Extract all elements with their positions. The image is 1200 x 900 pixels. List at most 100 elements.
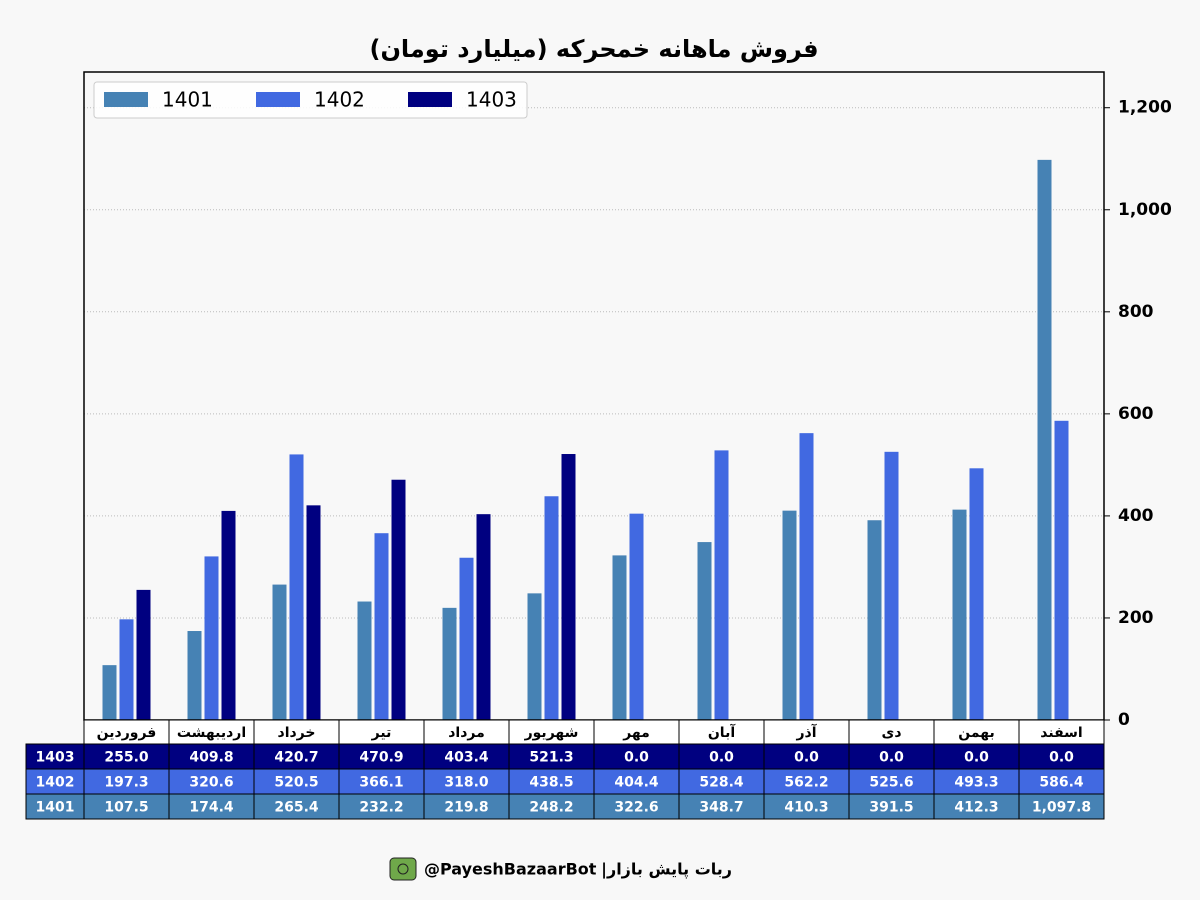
- table-value: 438.5: [529, 775, 573, 791]
- y-tick-label: 1,000: [1118, 200, 1172, 220]
- table-cell: [338, 768, 425, 795]
- bar: [612, 555, 627, 720]
- table-header-cell: [763, 719, 850, 745]
- table-row-header: [25, 793, 85, 820]
- table-cell: [1018, 743, 1105, 770]
- bar: [136, 589, 151, 720]
- table-value: 248.2: [529, 800, 573, 816]
- table-value: 320.6: [189, 775, 233, 791]
- table-value: 265.4: [274, 800, 319, 816]
- table-cell: [763, 743, 850, 770]
- table-header-cell: [83, 719, 170, 745]
- table-month-label: دی: [881, 725, 901, 741]
- bar: [187, 631, 202, 720]
- chart-title: فروش ماهانه خمحرکه (میلیارد تومان): [369, 35, 818, 63]
- table-value: 586.4: [1039, 775, 1084, 791]
- table-value: 404.4: [614, 775, 659, 791]
- table-value: 0.0: [709, 750, 734, 766]
- table-cell: [423, 793, 510, 820]
- table-month-label: اردیبهشت: [177, 725, 246, 741]
- legend-swatch: [256, 92, 300, 107]
- table-cell: [933, 793, 1020, 820]
- table-month-label: مرداد: [448, 725, 485, 741]
- table-value: 107.5: [104, 800, 148, 816]
- table-month-label: تیر: [371, 725, 392, 741]
- bar: [799, 433, 814, 720]
- table-value: 520.5: [274, 775, 318, 791]
- table-value: 1,097.8: [1032, 800, 1091, 816]
- y-tick-label: 0: [1118, 710, 1130, 730]
- bar: [459, 557, 474, 720]
- bar: [391, 479, 406, 720]
- legend-label: 1402: [314, 88, 365, 112]
- table-value: 409.8: [189, 750, 233, 766]
- y-tick-label: 200: [1118, 608, 1154, 628]
- legend-swatch: [104, 92, 148, 107]
- bar: [1054, 420, 1069, 720]
- table-cell: [1018, 768, 1105, 795]
- table-value: 0.0: [1049, 750, 1074, 766]
- table-row-label: 1403: [36, 750, 75, 766]
- table-value: 232.2: [359, 800, 403, 816]
- bar: [884, 451, 899, 720]
- table-value: 0.0: [794, 750, 819, 766]
- table-value: 255.0: [104, 750, 149, 766]
- table-month-label: شهریور: [524, 725, 579, 741]
- table-value: 197.3: [104, 775, 148, 791]
- table-header-cell: [423, 719, 510, 745]
- bar: [306, 505, 321, 720]
- bar: [629, 513, 644, 720]
- table-value: 412.3: [954, 800, 998, 816]
- footer-bot-name: ربات پایش بازار: [606, 860, 732, 880]
- table-cell: [848, 768, 935, 795]
- table-value: 174.4: [189, 800, 234, 816]
- legend-label: 1401: [162, 88, 213, 112]
- table-header-cell: [933, 719, 1020, 745]
- legend-swatch: [408, 92, 452, 107]
- table-value: 470.9: [359, 750, 403, 766]
- table-header-cell: [253, 719, 340, 745]
- bar: [561, 454, 576, 720]
- table-row-label: 1402: [36, 775, 75, 791]
- y-tick-label: 600: [1118, 404, 1154, 424]
- table-cell: [83, 768, 170, 795]
- table-cell: [423, 768, 510, 795]
- bar: [289, 454, 304, 720]
- table-cell: [83, 793, 170, 820]
- table-value: 219.8: [444, 800, 488, 816]
- bar: [867, 520, 882, 720]
- bar: [442, 607, 457, 720]
- table-month-label: خرداد: [278, 725, 316, 741]
- legend-box: [93, 81, 528, 119]
- table-value: 420.7: [274, 750, 318, 766]
- bar: [714, 450, 729, 720]
- table-row-label: 1401: [36, 800, 75, 816]
- bar: [119, 619, 134, 720]
- table-cell: [253, 793, 340, 820]
- table-cell: [933, 768, 1020, 795]
- bot-icon: [389, 857, 417, 881]
- table-value: 348.7: [699, 800, 743, 816]
- bar: [221, 510, 236, 720]
- table-value: 0.0: [624, 750, 649, 766]
- table-cell: [593, 768, 680, 795]
- table-cell: [423, 743, 510, 770]
- bars: [102, 159, 1069, 720]
- bar: [697, 542, 712, 720]
- table-header-cell: [593, 719, 680, 745]
- table-value: 322.6: [614, 800, 658, 816]
- bar: [527, 593, 542, 720]
- footer-separator: |: [601, 860, 607, 880]
- y-tick-label: 400: [1118, 506, 1154, 526]
- bot-icon-eye: [397, 863, 409, 875]
- table-value: 410.3: [784, 800, 828, 816]
- bar: [1037, 159, 1052, 720]
- footer-handle: @PayeshBazaarBot: [424, 860, 597, 879]
- table-value: 318.0: [444, 775, 489, 791]
- table-cell: [848, 793, 935, 820]
- bar: [782, 510, 797, 720]
- table-value: 403.4: [444, 750, 489, 766]
- bar: [969, 468, 984, 720]
- table-header-cell: [1018, 719, 1105, 745]
- bar: [374, 533, 389, 720]
